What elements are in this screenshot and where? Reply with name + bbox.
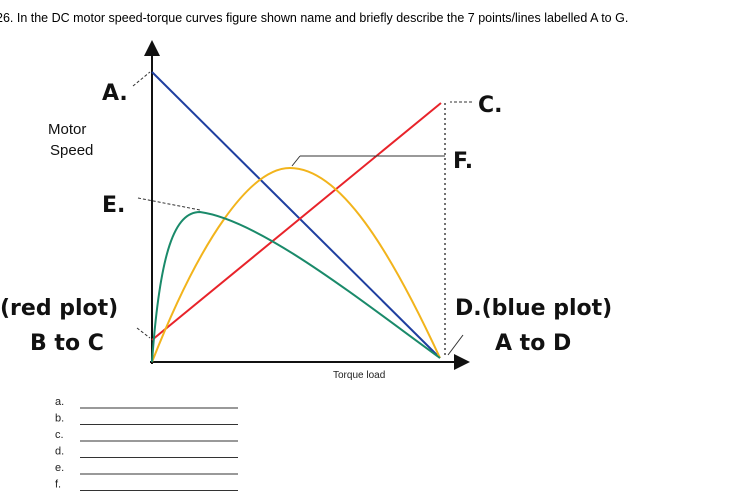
answer-letter: b. xyxy=(55,413,64,425)
green-curve xyxy=(151,210,441,363)
x-axis-label: Torque load xyxy=(333,370,385,381)
red-plot-label: B to C xyxy=(30,331,104,356)
y-axis-label: Speed xyxy=(50,142,93,159)
label-c: C. xyxy=(478,93,503,118)
answer-list: a. b. c. d. e. f. xyxy=(55,396,238,491)
red-plot-label: (red plot) xyxy=(0,296,118,321)
blue-plot-label: A to D xyxy=(495,331,571,356)
pointer xyxy=(132,71,151,87)
answer-letter: f. xyxy=(55,479,61,491)
answer-letter: a. xyxy=(55,396,64,408)
question: 26. In the DC motor speed-torque curves … xyxy=(0,11,628,25)
label-a: A. xyxy=(102,81,128,106)
answer-letter: d. xyxy=(55,446,64,458)
pointer xyxy=(136,327,151,339)
red-line xyxy=(151,102,442,341)
answer-letter: e. xyxy=(55,462,64,474)
answer-letter: c. xyxy=(55,429,64,441)
blue-line xyxy=(151,71,441,359)
blue-plot-label: D.(blue plot) xyxy=(455,296,612,321)
y-axis-label: Motor xyxy=(48,121,86,138)
label-e: E. xyxy=(102,193,125,218)
yellow-curve xyxy=(151,166,441,363)
pointer xyxy=(291,155,301,167)
label-f: F. xyxy=(453,149,473,174)
pointer xyxy=(137,197,201,211)
pointer xyxy=(447,334,464,356)
